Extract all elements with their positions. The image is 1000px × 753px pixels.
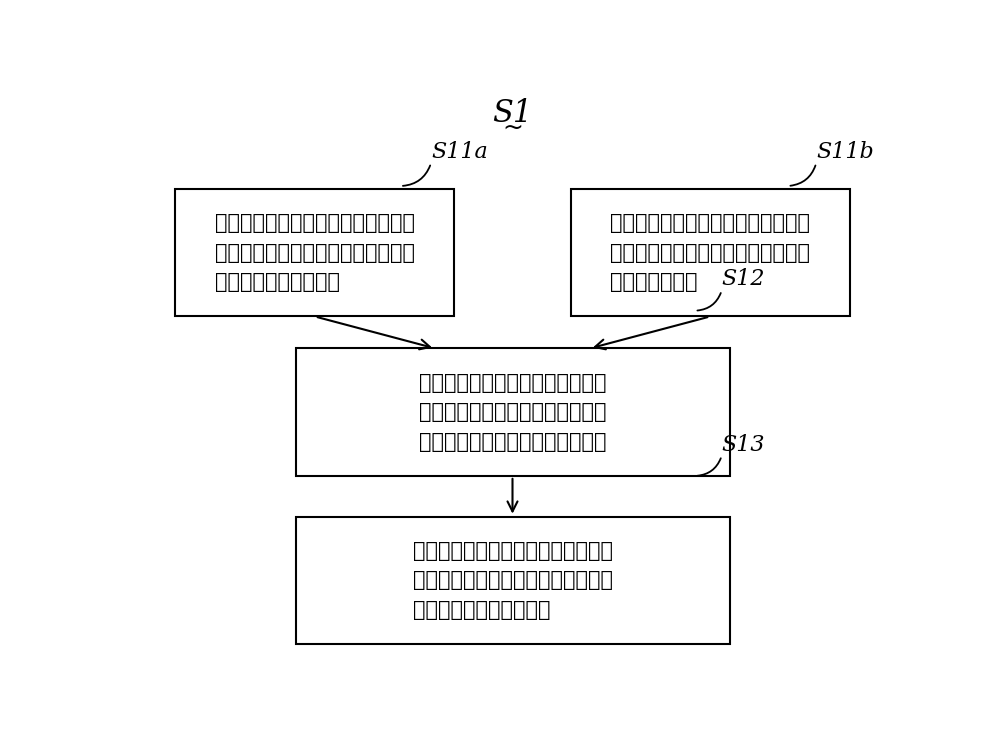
Text: 获取城市路网后将对应每个道路以设
定距离作为范围阈值进行拓展，以获
得所需多个预定位置范围: 获取城市路网后将对应每个道路以设 定距离作为范围阈值进行拓展，以获 得所需多个预… bbox=[413, 541, 612, 620]
FancyBboxPatch shape bbox=[296, 517, 730, 644]
Text: ~: ~ bbox=[502, 116, 523, 140]
Text: S13: S13 bbox=[722, 434, 765, 456]
Text: S1: S1 bbox=[492, 98, 533, 129]
Text: 基于多个道路的统计次数，来计算
对应道路的权重，从而可建设获得
与共享车辆运行相匹配的城市路网: 基于多个道路的统计次数，来计算 对应道路的权重，从而可建设获得 与共享车辆运行相… bbox=[419, 373, 606, 452]
Text: 通过目前共享车辆的订单运行轨迹数
据，获取共享车辆订单重复经过同一
道路的统计次数: 通过目前共享车辆的订单运行轨迹数 据，获取共享车辆订单重复经过同一 道路的统计次… bbox=[610, 213, 810, 292]
Text: S11b: S11b bbox=[816, 141, 874, 163]
FancyBboxPatch shape bbox=[175, 189, 454, 316]
FancyBboxPatch shape bbox=[571, 189, 850, 316]
Text: S12: S12 bbox=[722, 268, 765, 291]
Text: 可通过随机选取城市范围内且位于运
营区外的坐标点，统计所有重复经过
该路段的坐标点的次数: 可通过随机选取城市范围内且位于运 营区外的坐标点，统计所有重复经过 该路段的坐标… bbox=[215, 213, 415, 292]
Text: S11a: S11a bbox=[431, 141, 488, 163]
FancyBboxPatch shape bbox=[296, 349, 730, 476]
